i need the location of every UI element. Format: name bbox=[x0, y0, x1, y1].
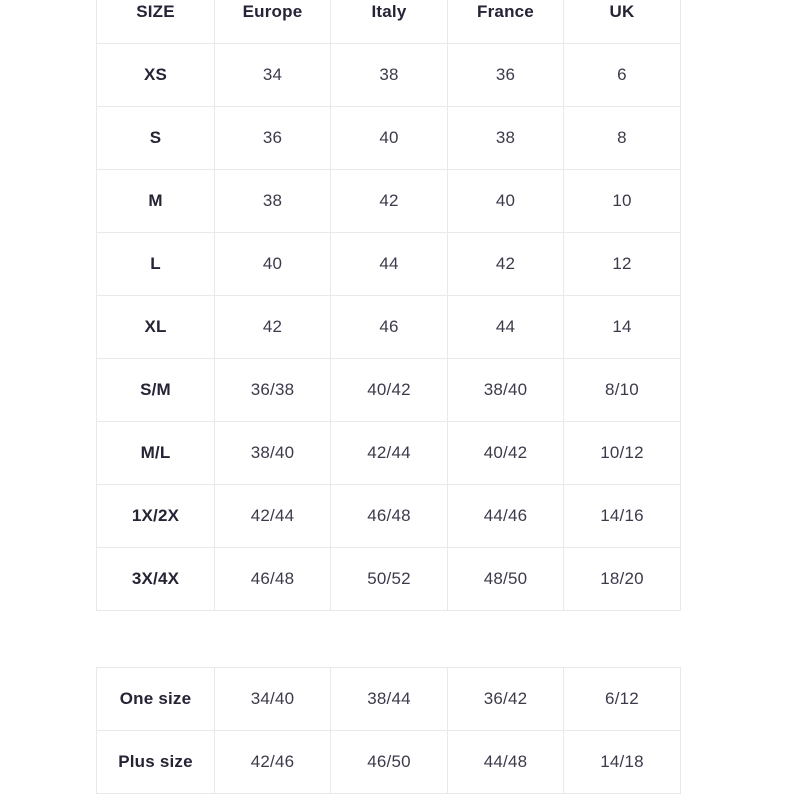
size-label-cell: One size bbox=[96, 667, 215, 731]
france-value-cell: 38/40 bbox=[447, 358, 564, 422]
uk-value-cell: 12 bbox=[563, 232, 681, 296]
table-row: Plus size 42/46 46/50 44/48 14/18 bbox=[96, 730, 681, 794]
table-row: M/L 38/40 42/44 40/42 10/12 bbox=[96, 421, 681, 485]
column-header-france: France bbox=[447, 0, 564, 44]
table-row: XS 34 38 36 6 bbox=[96, 43, 681, 107]
europe-value-cell: 42/46 bbox=[214, 730, 331, 794]
france-value-cell: 48/50 bbox=[447, 547, 564, 611]
table-row: One size 34/40 38/44 36/42 6/12 bbox=[96, 667, 681, 731]
europe-value-cell: 38/40 bbox=[214, 421, 331, 485]
italy-value-cell: 40/42 bbox=[330, 358, 448, 422]
secondary-size-chart: One size 34/40 38/44 36/42 6/12 Plus siz… bbox=[96, 667, 681, 794]
europe-value-cell: 38 bbox=[214, 169, 331, 233]
france-value-cell: 38 bbox=[447, 106, 564, 170]
primary-size-chart: SIZE Europe Italy France UK XS 34 38 36 … bbox=[96, 0, 681, 611]
uk-value-cell: 8 bbox=[563, 106, 681, 170]
uk-value-cell: 10/12 bbox=[563, 421, 681, 485]
france-value-cell: 44/46 bbox=[447, 484, 564, 548]
size-label-cell: S/M bbox=[96, 358, 215, 422]
italy-value-cell: 42 bbox=[330, 169, 448, 233]
uk-value-cell: 6/12 bbox=[563, 667, 681, 731]
size-label-cell: 3X/4X bbox=[96, 547, 215, 611]
table-row: XL 42 46 44 14 bbox=[96, 295, 681, 359]
italy-value-cell: 38 bbox=[330, 43, 448, 107]
italy-value-cell: 50/52 bbox=[330, 547, 448, 611]
italy-value-cell: 42/44 bbox=[330, 421, 448, 485]
europe-value-cell: 42/44 bbox=[214, 484, 331, 548]
france-value-cell: 36/42 bbox=[447, 667, 564, 731]
table-row: 1X/2X 42/44 46/48 44/46 14/16 bbox=[96, 484, 681, 548]
italy-value-cell: 38/44 bbox=[330, 667, 448, 731]
europe-value-cell: 36/38 bbox=[214, 358, 331, 422]
size-label-cell: XS bbox=[96, 43, 215, 107]
uk-value-cell: 18/20 bbox=[563, 547, 681, 611]
size-conversion-table: SIZE Europe Italy France UK XS 34 38 36 … bbox=[96, 0, 681, 611]
france-value-cell: 40 bbox=[447, 169, 564, 233]
column-header-italy: Italy bbox=[330, 0, 448, 44]
table-row: L 40 44 42 12 bbox=[96, 232, 681, 296]
uk-value-cell: 14/18 bbox=[563, 730, 681, 794]
table-row: S 36 40 38 8 bbox=[96, 106, 681, 170]
italy-value-cell: 40 bbox=[330, 106, 448, 170]
size-label-cell: S bbox=[96, 106, 215, 170]
uk-value-cell: 14 bbox=[563, 295, 681, 359]
france-value-cell: 42 bbox=[447, 232, 564, 296]
uk-value-cell: 10 bbox=[563, 169, 681, 233]
column-header-uk: UK bbox=[563, 0, 681, 44]
column-header-europe: Europe bbox=[214, 0, 331, 44]
uk-value-cell: 8/10 bbox=[563, 358, 681, 422]
italy-value-cell: 46/50 bbox=[330, 730, 448, 794]
table-row: M 38 42 40 10 bbox=[96, 169, 681, 233]
table-row: S/M 36/38 40/42 38/40 8/10 bbox=[96, 358, 681, 422]
france-value-cell: 36 bbox=[447, 43, 564, 107]
size-label-cell: Plus size bbox=[96, 730, 215, 794]
europe-value-cell: 42 bbox=[214, 295, 331, 359]
france-value-cell: 44/48 bbox=[447, 730, 564, 794]
table-header-row: SIZE Europe Italy France UK bbox=[96, 0, 681, 44]
size-label-cell: M/L bbox=[96, 421, 215, 485]
size-label-cell: M bbox=[96, 169, 215, 233]
uk-value-cell: 14/16 bbox=[563, 484, 681, 548]
europe-value-cell: 46/48 bbox=[214, 547, 331, 611]
size-label-cell: 1X/2X bbox=[96, 484, 215, 548]
column-header-size: SIZE bbox=[96, 0, 215, 44]
europe-value-cell: 34/40 bbox=[214, 667, 331, 731]
europe-value-cell: 34 bbox=[214, 43, 331, 107]
france-value-cell: 40/42 bbox=[447, 421, 564, 485]
italy-value-cell: 46 bbox=[330, 295, 448, 359]
size-label-cell: XL bbox=[96, 295, 215, 359]
europe-value-cell: 40 bbox=[214, 232, 331, 296]
italy-value-cell: 46/48 bbox=[330, 484, 448, 548]
table-row: 3X/4X 46/48 50/52 48/50 18/20 bbox=[96, 547, 681, 611]
uk-value-cell: 6 bbox=[563, 43, 681, 107]
size-label-cell: L bbox=[96, 232, 215, 296]
italy-value-cell: 44 bbox=[330, 232, 448, 296]
europe-value-cell: 36 bbox=[214, 106, 331, 170]
france-value-cell: 44 bbox=[447, 295, 564, 359]
one-size-conversion-table: One size 34/40 38/44 36/42 6/12 Plus siz… bbox=[96, 667, 681, 794]
